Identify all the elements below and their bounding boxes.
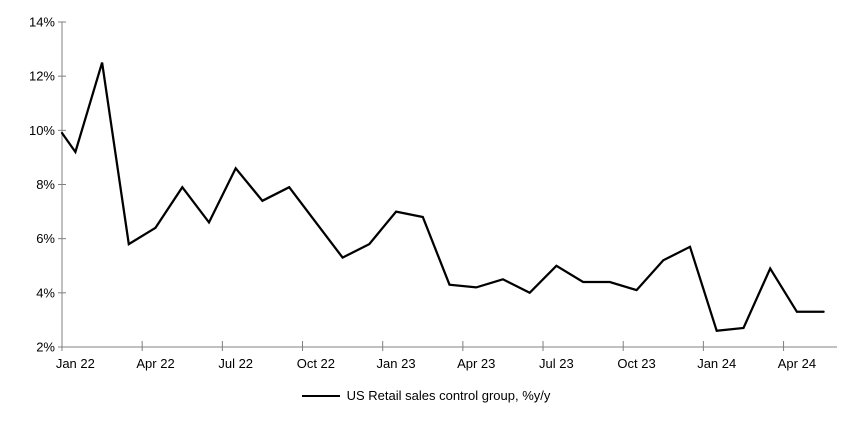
- chart-legend: US Retail sales control group, %y/y: [0, 388, 852, 404]
- y-tick-label: 10%: [29, 123, 55, 138]
- y-tick-label: 4%: [36, 285, 55, 300]
- x-tick-label: Oct 23: [617, 356, 655, 371]
- y-tick-label: 14%: [29, 15, 55, 30]
- x-tick-label: Jan 24: [697, 356, 736, 371]
- legend-line-swatch: [301, 395, 340, 397]
- x-tick-label: Jan 23: [377, 356, 416, 371]
- x-tick-label: Jul 22: [218, 356, 253, 371]
- legend-label: US Retail sales control group, %y/y: [346, 388, 551, 403]
- y-tick-label: 12%: [29, 69, 55, 84]
- x-tick-label: Apr 24: [778, 356, 816, 371]
- y-tick-label: 8%: [36, 177, 55, 192]
- x-tick-label: Oct 22: [297, 356, 335, 371]
- x-tick-label: Apr 23: [457, 356, 495, 371]
- y-tick-label: 6%: [36, 231, 55, 246]
- x-tick-label: Jul 23: [539, 356, 574, 371]
- x-tick-label: Apr 22: [136, 356, 174, 371]
- y-tick-label: 2%: [36, 340, 55, 355]
- x-tick-label: Jan 22: [56, 356, 95, 371]
- data-line-us-retail-control: [60, 62, 825, 333]
